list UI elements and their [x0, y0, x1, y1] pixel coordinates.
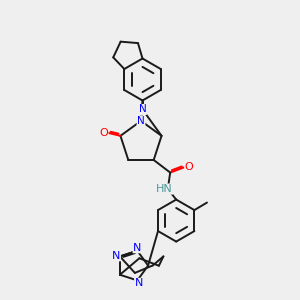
Text: N: N — [133, 243, 142, 253]
Text: N: N — [139, 104, 146, 115]
Text: N: N — [137, 116, 145, 126]
Text: N: N — [112, 251, 121, 261]
Text: O: O — [185, 162, 194, 172]
Text: N: N — [135, 278, 143, 288]
Text: HN: HN — [156, 184, 172, 194]
Text: O: O — [99, 128, 108, 138]
